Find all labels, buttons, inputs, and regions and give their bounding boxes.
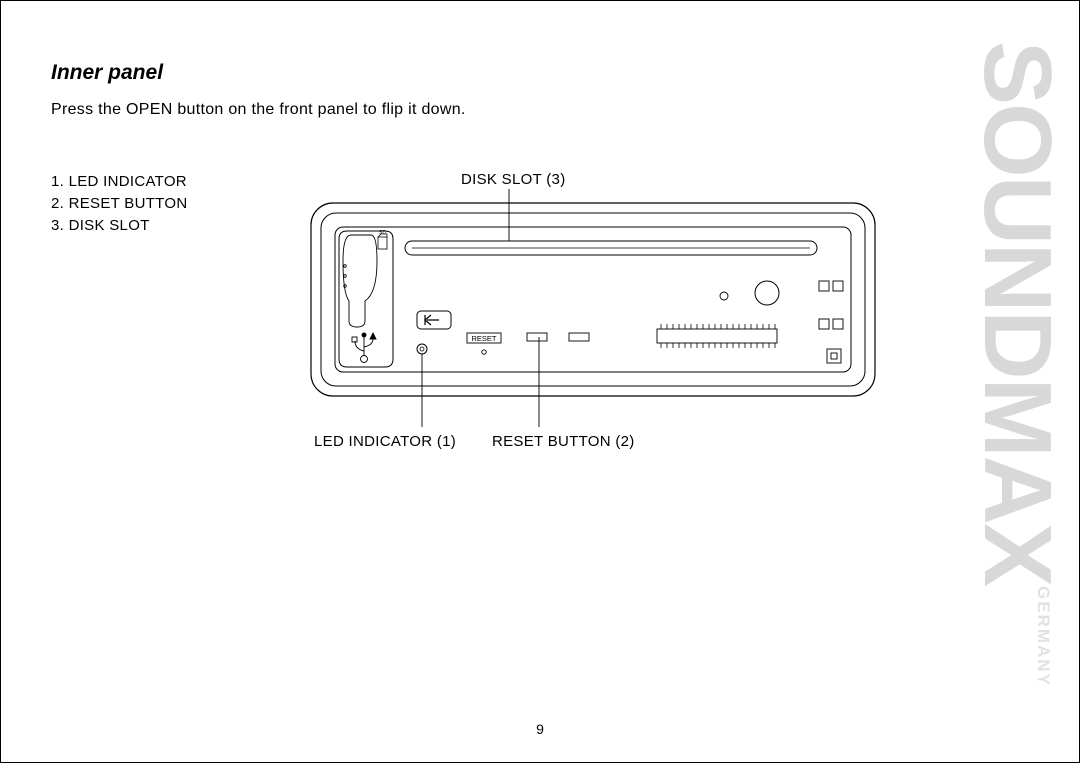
manual-page: Inner panel Press the OPEN button on the… xyxy=(0,0,1080,763)
brand-sub-text: GERMANY xyxy=(1033,586,1053,687)
brand-main-text: SOUNDMAX xyxy=(969,41,1065,585)
usb-icon xyxy=(352,333,376,363)
brand-watermark: SOUNDMAX GERMANY xyxy=(969,41,1059,581)
list-item: 2. RESET BUTTON xyxy=(51,193,187,215)
inner-panel-diagram: SD RESET xyxy=(309,201,877,399)
diagram-svg: SD RESET xyxy=(309,201,877,471)
sd-text: SD xyxy=(379,230,386,236)
reset-text: RESET xyxy=(471,334,496,343)
section-heading: Inner panel xyxy=(51,61,163,85)
parts-list: 1. LED INDICATOR 2. RESET BUTTON 3. DISK… xyxy=(51,171,187,236)
list-item: 1. LED INDICATOR xyxy=(51,171,187,193)
list-item: 3. DISK SLOT xyxy=(51,215,187,237)
page-number: 9 xyxy=(1,721,1079,737)
callout-disk-slot: DISK SLOT (3) xyxy=(461,171,565,188)
connector-icon xyxy=(657,324,777,348)
instruction-text: Press the OPEN button on the front panel… xyxy=(51,101,466,119)
